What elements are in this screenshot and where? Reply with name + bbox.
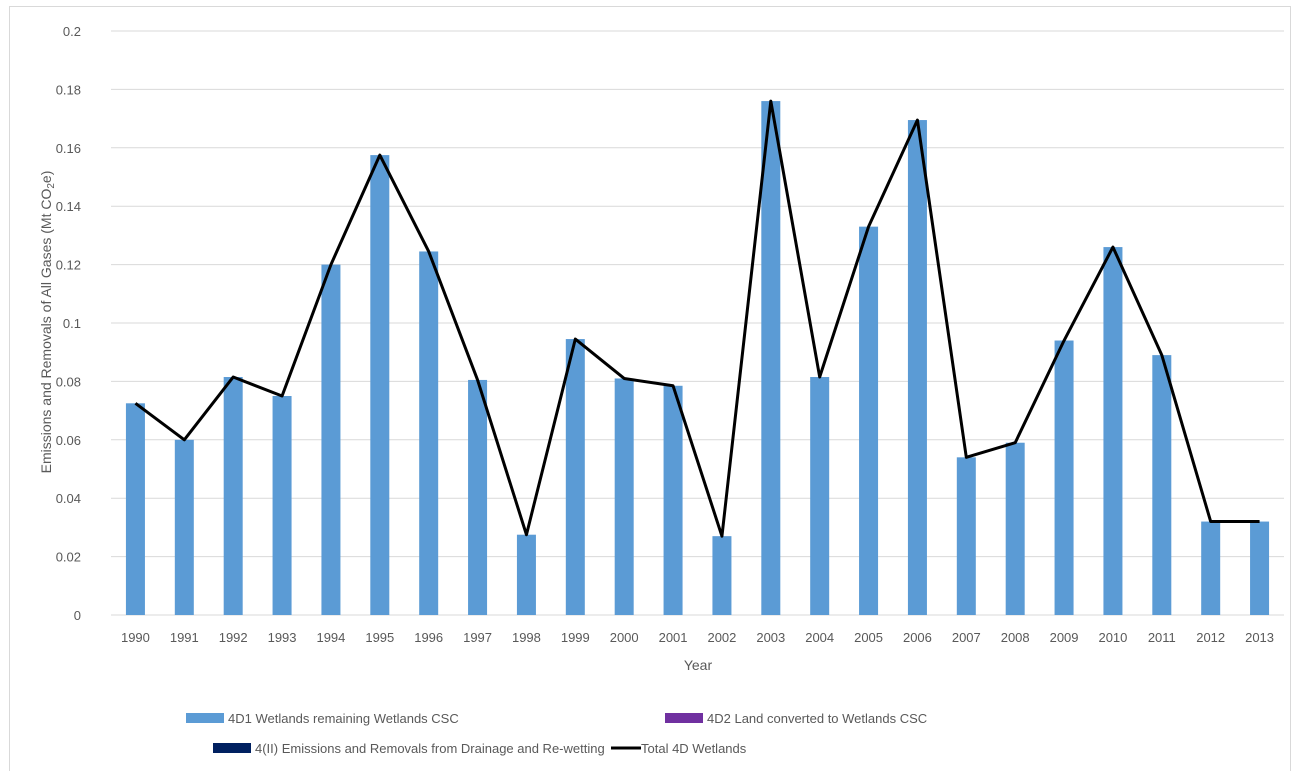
bar [419,251,439,615]
x-tick-label: 2012 [1196,630,1225,645]
x-tick-label: 1994 [316,630,345,645]
x-tick-label: 1993 [268,630,297,645]
x-tick-label: 2005 [854,630,883,645]
x-tick-label: 2004 [805,630,834,645]
bar [565,339,585,615]
bar [516,534,536,615]
y-tick-label: 0.16 [56,141,81,156]
bar [663,385,683,615]
x-tick-label: 2001 [659,630,688,645]
bar [125,403,145,615]
bar [174,439,194,615]
y-axis-title: Emissions and Removals of All Gases (Mt … [38,171,57,474]
x-tick-label: 2008 [1001,630,1030,645]
bar [859,226,879,615]
bar [272,396,292,615]
x-tick-label: 2000 [610,630,639,645]
legend-swatch [186,713,224,723]
x-tick-label: 1991 [170,630,199,645]
x-tick-label: 1995 [365,630,394,645]
y-tick-label: 0.02 [56,550,81,565]
x-tick-label: 1999 [561,630,590,645]
legend-label: 4(II) Emissions and Removals from Draina… [255,741,605,756]
y-tick-label: 0.12 [56,258,81,273]
y-tick-label: 0.2 [63,24,81,39]
x-tick-labels: 1990 1991 1992 1993 1994 1995 1996 1997 1998 1999… [121,630,1274,645]
series-line [134,99,1260,538]
bar [712,536,732,615]
bar [1201,521,1221,615]
y-tick-label: 0.1 [63,316,81,331]
y-tick-label: 0.06 [56,433,81,448]
legend-label: 4D2 Land converted to Wetlands CSC [707,711,927,726]
bar [1005,442,1025,615]
legend: 4D1 Wetlands remaining Wetlands CSC 4D2 L… [186,711,927,756]
x-tick-label: 2007 [952,630,981,645]
bar [1054,340,1074,615]
gridlines [111,30,1284,616]
legend-swatch [213,743,251,753]
x-tick-label: 2013 [1245,630,1274,645]
x-tick-label: 1990 [121,630,150,645]
y-tick-labels: 0 0.02 0.04 0.06 0.08 0.1 0.12 0.14 0.16 0.18 0.2 [56,24,81,623]
legend-label: Total 4D Wetlands [641,741,747,756]
y-tick-label: 0.14 [56,199,81,214]
total-line [134,99,1260,538]
bar [370,155,390,615]
y-tick-label: 0 [74,608,81,623]
x-tick-label: 2011 [1148,630,1176,645]
bar [761,101,781,615]
x-tick-label: 1998 [512,630,541,645]
bar [468,379,488,615]
bar [956,457,976,615]
x-tick-label: 2003 [756,630,785,645]
bar [223,377,243,615]
bars [125,101,1270,615]
legend-swatch [665,713,703,723]
bar [321,264,341,615]
x-tick-label: 2010 [1098,630,1127,645]
y-tick-label: 0.18 [56,82,81,97]
x-tick-label: 2006 [903,630,932,645]
x-tick-label: 2009 [1050,630,1079,645]
x-tick-label: 2002 [707,630,736,645]
bar [810,377,830,615]
legend-label: 4D1 Wetlands remaining Wetlands CSC [228,711,459,726]
bar [614,378,634,615]
bar [907,120,927,615]
x-tick-label: 1992 [219,630,248,645]
y-tick-label: 0.08 [56,374,81,389]
bar [1250,521,1270,615]
x-axis-title: Year [684,657,713,673]
x-tick-label: 1997 [463,630,492,645]
bar [1103,247,1123,615]
x-tick-label: 1996 [414,630,443,645]
y-tick-label: 0.04 [56,491,81,506]
bar [1152,355,1172,615]
